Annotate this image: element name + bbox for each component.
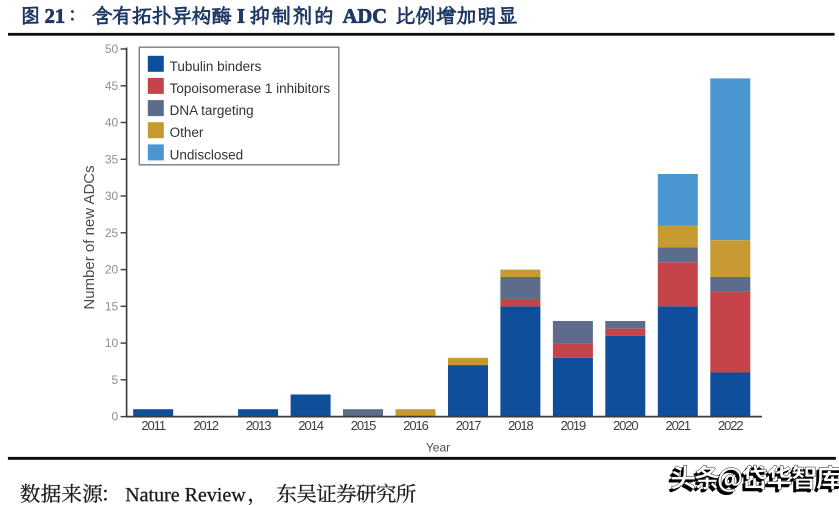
svg-text:Undisclosed: Undisclosed (170, 147, 244, 162)
svg-text:2022: 2022 (718, 418, 743, 433)
svg-text:25: 25 (105, 226, 119, 240)
svg-text:2011: 2011 (141, 418, 165, 433)
svg-text:40: 40 (105, 116, 119, 130)
svg-text:2020: 2020 (613, 418, 638, 433)
svg-text:2017: 2017 (456, 418, 481, 433)
svg-text:Number of new ADCs: Number of new ADCs (81, 165, 98, 309)
svg-text:Year: Year (426, 441, 450, 455)
svg-text:45: 45 (105, 79, 119, 93)
svg-text:2012: 2012 (193, 418, 218, 433)
svg-text:2018: 2018 (508, 418, 533, 433)
svg-text:2021: 2021 (666, 418, 691, 433)
svg-text:5: 5 (112, 373, 119, 387)
svg-text:10: 10 (105, 336, 119, 350)
svg-text:2013: 2013 (246, 418, 271, 433)
svg-text:30: 30 (105, 189, 119, 203)
svg-text:15: 15 (105, 299, 119, 313)
svg-text:35: 35 (105, 152, 119, 166)
svg-text:DNA targeting: DNA targeting (170, 103, 254, 118)
svg-text:50: 50 (105, 42, 119, 56)
svg-text:20: 20 (105, 263, 119, 277)
svg-text:0: 0 (112, 410, 119, 424)
svg-text:2019: 2019 (561, 418, 586, 433)
svg-text:Topoisomerase 1 inhibitors: Topoisomerase 1 inhibitors (170, 81, 331, 96)
svg-text:2015: 2015 (351, 418, 376, 433)
svg-text:Other: Other (170, 125, 204, 140)
svg-text:2014: 2014 (298, 418, 323, 433)
svg-text:2016: 2016 (403, 418, 428, 433)
svg-text:Tubulin binders: Tubulin binders (170, 59, 262, 74)
